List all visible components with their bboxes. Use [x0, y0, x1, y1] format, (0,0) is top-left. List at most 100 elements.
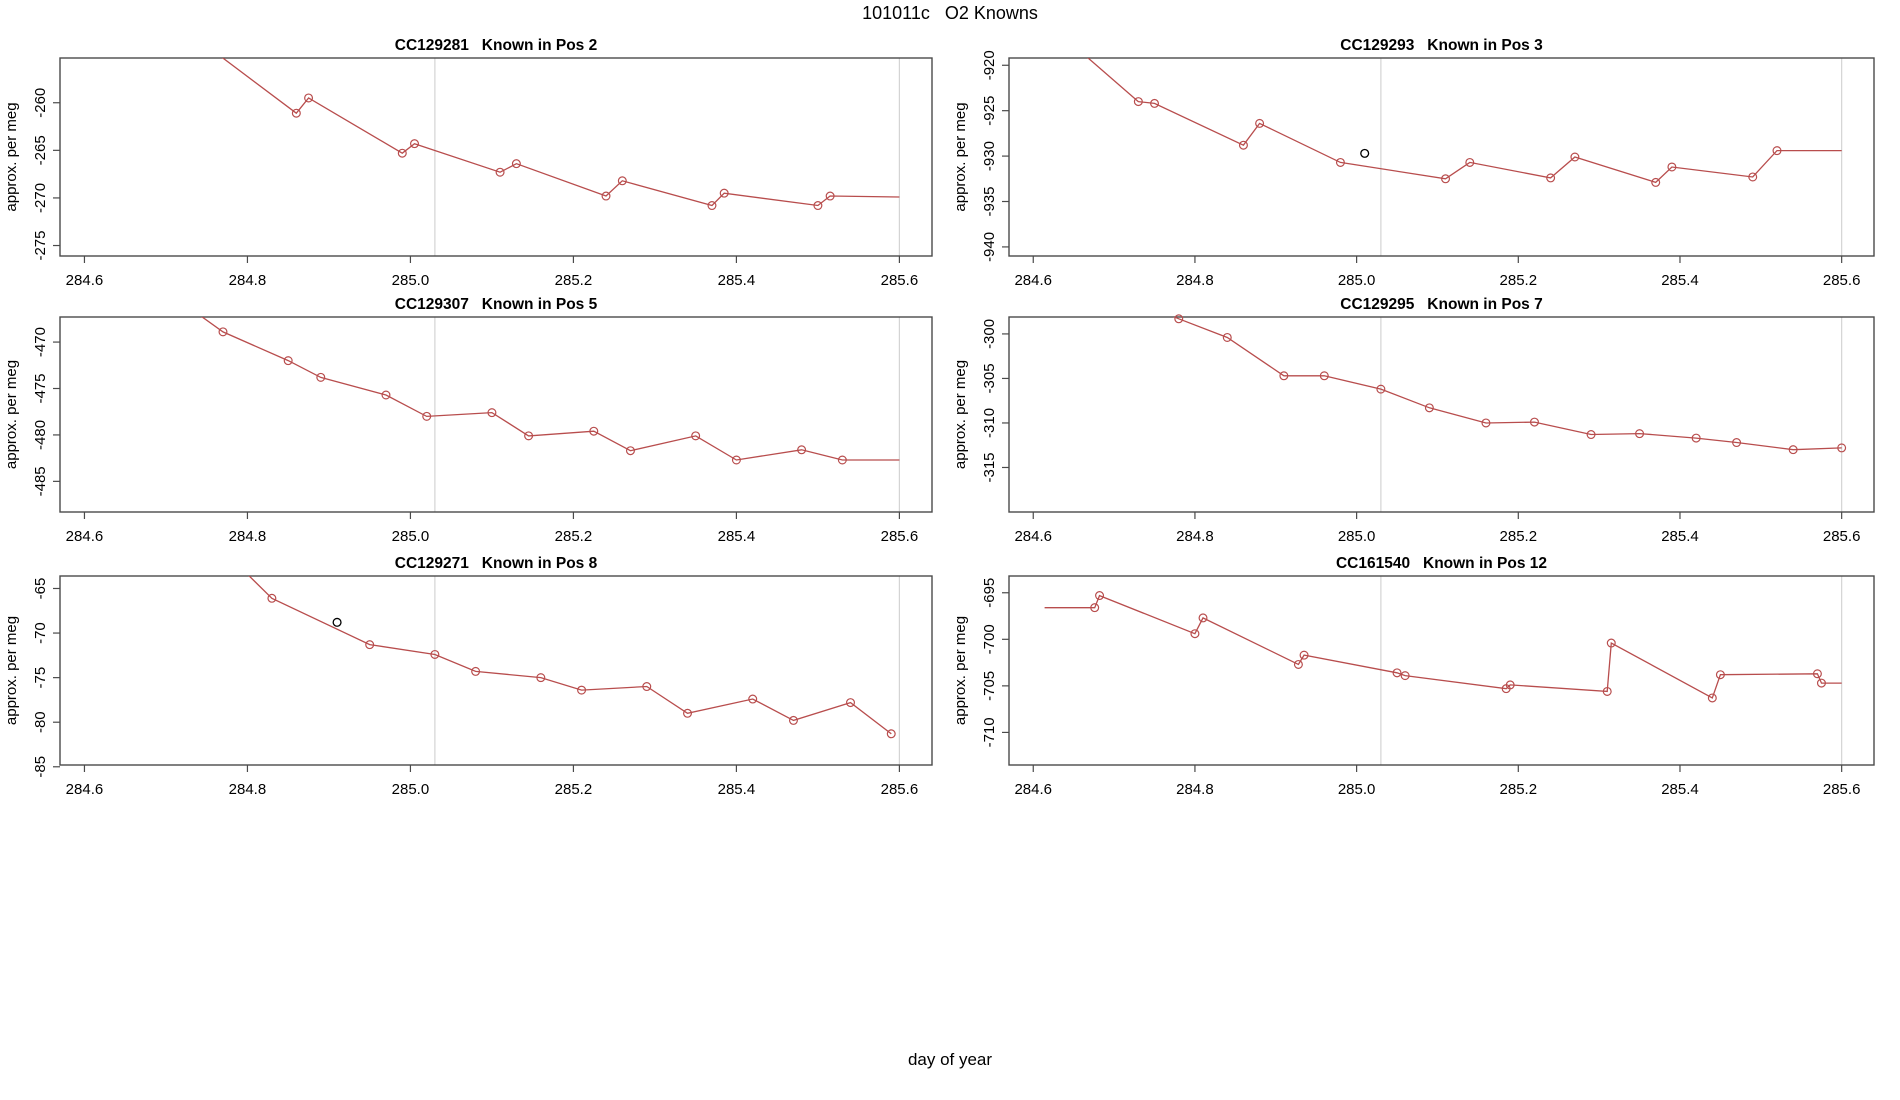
data-point-marker — [1546, 173, 1556, 183]
subplot-title: CC129295 Known in Pos 7 — [1340, 296, 1543, 313]
y-tick-label: -930 — [981, 141, 998, 171]
data-point-marker — [1095, 591, 1105, 601]
data-point-marker — [846, 698, 856, 708]
subplot-canvas: 284.6 284.8 285.0 285.2 285.4 285.6 -275 -270 -2… — [3, 57, 933, 289]
data-point-marker — [1133, 97, 1143, 107]
y-tick-label: -70 — [32, 622, 49, 644]
x-tick-label: 285.6 — [1823, 781, 1861, 798]
x-tick-label: 285.6 — [881, 272, 919, 289]
x-tick-label: 285.2 — [555, 781, 593, 798]
data-point-marker — [487, 408, 497, 418]
data-point-marker — [495, 167, 505, 177]
data-point-marker — [1772, 146, 1782, 156]
y-tick-label: -940 — [981, 232, 998, 262]
data-point-marker — [283, 356, 293, 366]
figure-title: 101011c O2 Knowns — [862, 3, 1038, 23]
data-point-marker — [1392, 668, 1402, 678]
data-point-marker — [1816, 678, 1826, 688]
y-axis-label: approx. per meg — [952, 102, 969, 211]
data-point-marker — [731, 455, 741, 465]
x-tick-label: 284.6 — [1014, 781, 1052, 798]
data-point-marker — [218, 327, 228, 337]
data-point-marker — [365, 640, 375, 650]
data-point-marker — [1691, 433, 1701, 443]
y-tick-label: -695 — [981, 578, 998, 608]
x-tick-label: 284.6 — [66, 781, 104, 798]
data-point-marker — [719, 188, 729, 198]
data-point-marker — [1748, 172, 1758, 182]
data-point-marker — [683, 708, 693, 718]
y-tick-label: -260 — [32, 88, 49, 118]
data-line — [201, 317, 900, 461]
data-point-marker — [1174, 314, 1184, 324]
data-point-marker — [397, 148, 407, 158]
data-point-marker — [291, 108, 301, 118]
outlier-point-marker — [332, 617, 342, 627]
data-point-marker — [1529, 417, 1539, 427]
data-point-marker — [1376, 384, 1386, 394]
data-point-marker — [642, 682, 652, 692]
x-axis-outer-label: day of year — [907, 1050, 993, 1069]
y-tick-label: -925 — [981, 96, 998, 126]
data-point-marker — [430, 649, 440, 659]
data-point-marker — [1667, 162, 1677, 172]
x-tick-label: 285.4 — [1661, 272, 1699, 289]
x-tick-label: 285.0 — [392, 272, 430, 289]
x-tick-label: 285.6 — [881, 781, 919, 798]
x-tick-label: 285.0 — [1338, 781, 1376, 798]
y-tick-label: -75 — [32, 667, 49, 689]
data-point-marker — [1788, 445, 1798, 455]
x-tick-label: 285.0 — [1338, 272, 1376, 289]
y-tick-label: -710 — [981, 717, 998, 747]
subplot-canvas: 284.6 284.8 285.0 285.2 285.4 285.6 -485 -480 -4… — [3, 316, 933, 545]
data-point-marker — [813, 201, 823, 211]
data-point-marker — [691, 431, 701, 441]
subplot-title: CC129271 Known in Pos 8 — [394, 555, 598, 572]
subplot-cc129271-pos8: CC129271 Known in Pos 8 284.6 284.8 285.0 2… — [3, 555, 933, 798]
data-point-marker — [1238, 140, 1248, 150]
data-point-marker — [524, 431, 534, 441]
y-tick-label: -305 — [981, 363, 998, 393]
data-point-marker — [422, 411, 432, 421]
subplot-canvas: 284.6 284.8 285.0 285.2 285.4 285.6 -710 -705 -7… — [952, 575, 1875, 798]
subplot-canvas: 284.6 284.8 285.0 285.2 285.4 285.6 -940 -935 -9… — [952, 50, 1875, 289]
subplot-title: CC161540 Known in Pos 12 — [1335, 555, 1548, 572]
y-tick-label: -700 — [981, 624, 998, 654]
data-point-marker — [577, 685, 587, 695]
x-tick-label: 284.8 — [1176, 272, 1214, 289]
x-tick-label: 285.0 — [1338, 528, 1376, 545]
data-point-marker — [316, 372, 326, 382]
data-point-marker — [1812, 669, 1822, 679]
subplot-cc161540-pos12: CC161540 Known in Pos 12 284.6 284.8 285.0… — [952, 555, 1875, 798]
data-point-marker — [617, 176, 627, 186]
subplot-title: CC129281 Known in Pos 2 — [394, 37, 598, 54]
x-tick-label: 284.6 — [1014, 528, 1052, 545]
data-point-marker — [1651, 177, 1661, 187]
data-point-marker — [1255, 118, 1265, 128]
data-point-marker — [1837, 443, 1847, 453]
x-tick-label: 284.8 — [229, 528, 267, 545]
data-point-marker — [1090, 603, 1100, 613]
y-axis-label: approx. per meg — [3, 102, 20, 211]
y-axis-label: approx. per meg — [952, 360, 969, 469]
data-point-marker — [1319, 371, 1329, 381]
data-point-marker — [1602, 686, 1612, 696]
data-point-marker — [707, 201, 717, 211]
data-point-marker — [1279, 371, 1289, 381]
data-point-marker — [1586, 430, 1596, 440]
x-tick-label: 285.2 — [555, 272, 593, 289]
data-point-marker — [410, 139, 420, 149]
subplot-canvas: 284.6 284.8 285.0 285.2 285.4 285.6 -315 -310 -3… — [952, 314, 1875, 545]
data-point-marker — [797, 445, 807, 455]
data-point-marker — [536, 673, 546, 683]
subplot-title: CC129293 Known in Pos 3 — [1340, 37, 1543, 54]
y-tick-label: -920 — [981, 50, 998, 80]
data-point-marker — [1222, 332, 1232, 342]
x-tick-label: 285.2 — [1500, 272, 1538, 289]
data-point-marker — [1424, 403, 1434, 413]
data-point-marker — [1293, 659, 1303, 669]
data-point-marker — [1190, 629, 1200, 639]
x-tick-label: 285.0 — [392, 781, 430, 798]
subplot-cc129295-pos7: CC129295 Known in Pos 7 284.6 284.8 285.0 2… — [952, 296, 1875, 545]
data-point-marker — [1441, 174, 1451, 184]
